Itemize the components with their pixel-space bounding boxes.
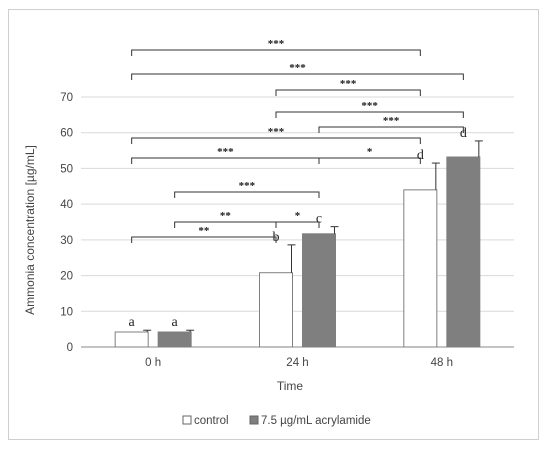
significance-label-2: ** bbox=[198, 225, 210, 237]
y-tick-label-70: 70 bbox=[60, 92, 73, 104]
significance-label-5: * bbox=[367, 146, 373, 158]
x-axis-title: Time bbox=[277, 379, 304, 393]
errors-layer bbox=[143, 140, 483, 332]
significance-label-8: *** bbox=[361, 100, 378, 112]
significance-bracket-3 bbox=[174, 191, 320, 198]
legend-swatch-acrylamide bbox=[249, 415, 259, 425]
y-axis-title: Ammonia concentration [µg/mL] bbox=[23, 145, 37, 315]
x-tick-label-1: 24 h bbox=[286, 357, 308, 369]
significance-bracket-7 bbox=[318, 126, 464, 133]
significance-bracket-10 bbox=[131, 73, 464, 80]
significance-label-1: ** bbox=[220, 210, 232, 222]
legend-swatch-control bbox=[182, 415, 192, 425]
y-tick-label-0: 0 bbox=[67, 342, 73, 354]
bars-layer bbox=[114, 156, 481, 348]
bar-acrylamide-2 bbox=[446, 156, 481, 348]
significance-bracket-6 bbox=[131, 137, 421, 144]
letter-label-0-2: d bbox=[417, 148, 424, 163]
y-tick-label-60: 60 bbox=[60, 128, 73, 140]
letter-label-1-1: c bbox=[316, 212, 322, 227]
significance-bracket-1 bbox=[174, 221, 277, 228]
bar-control-0 bbox=[114, 331, 149, 348]
significance-label-0: * bbox=[295, 210, 301, 222]
significance-label-6: *** bbox=[268, 126, 285, 138]
significance-bracket-4 bbox=[131, 157, 320, 164]
significance-bracket-11 bbox=[131, 49, 421, 56]
legend-label-control: control bbox=[194, 415, 229, 427]
x-tick-label-0: 0 h bbox=[145, 357, 161, 369]
letter-label-1-2: d bbox=[460, 126, 467, 141]
y-tick-label-20: 20 bbox=[60, 271, 73, 283]
bar-acrylamide-0 bbox=[157, 331, 192, 348]
bar-control-2 bbox=[403, 189, 438, 348]
significance-label-10: *** bbox=[289, 62, 306, 74]
letter-label-0-0: a bbox=[129, 315, 136, 330]
y-tick-label-30: 30 bbox=[60, 235, 73, 247]
legend-label-acrylamide: 7.5 µg/mL acrylamide bbox=[261, 415, 371, 427]
bar-control-1 bbox=[259, 272, 293, 348]
bar-acrylamide-1 bbox=[302, 233, 336, 348]
legend: control 7.5 µg/mL acrylamide bbox=[182, 415, 371, 427]
y-tick-label-50: 50 bbox=[60, 163, 73, 175]
axis-layer: 0 10 20 30 40 50 60 70 0 h 24 h 48 h bbox=[60, 92, 453, 369]
significance-bracket-2 bbox=[131, 236, 277, 243]
significance-bracket-5 bbox=[318, 157, 421, 164]
grid-layer bbox=[81, 96, 514, 348]
significance-label-3: *** bbox=[239, 180, 256, 192]
significance-bracket-0 bbox=[275, 221, 320, 228]
y-tick-label-10: 10 bbox=[60, 306, 73, 318]
significance-label-11: *** bbox=[268, 38, 285, 50]
y-tick-label-40: 40 bbox=[60, 199, 73, 211]
brackets-layer: *********** ******************* bbox=[131, 38, 464, 243]
significance-label-9: *** bbox=[340, 78, 357, 90]
significance-bracket-8 bbox=[275, 111, 464, 118]
significance-label-7: *** bbox=[383, 115, 400, 127]
significance-bracket-9 bbox=[275, 89, 421, 96]
x-tick-label-2: 48 h bbox=[431, 357, 453, 369]
letter-label-1-0: a bbox=[172, 315, 179, 330]
significance-label-4: *** bbox=[217, 146, 234, 158]
